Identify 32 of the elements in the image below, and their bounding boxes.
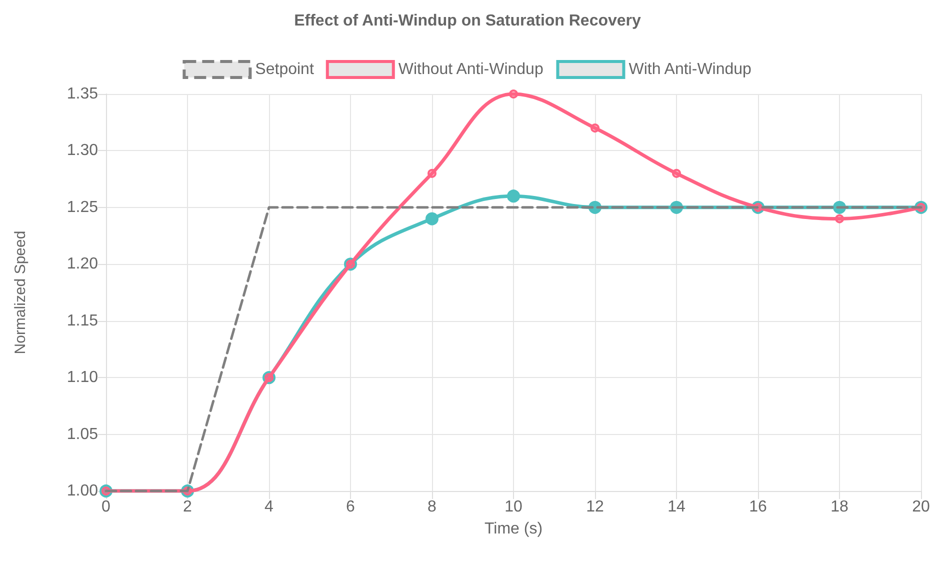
y-tick-label: 1.10: [66, 369, 98, 386]
legend-label: Without Anti-Windup: [398, 61, 544, 78]
x-tick-label: 14: [668, 498, 686, 516]
y-tick-label: 1.30: [66, 142, 98, 160]
x-tick-label: 0: [102, 498, 111, 516]
x-tick-label: 8: [428, 498, 437, 516]
x-axis-title: Time (s): [484, 520, 543, 538]
x-tick-label: 10: [504, 498, 522, 516]
y-tick-label: 1.35: [66, 86, 98, 102]
point: [509, 90, 518, 98]
y-tick-label: 1.25: [66, 198, 98, 216]
point: [590, 124, 600, 133]
point: [507, 190, 520, 203]
y-axis-title: Normalized Speed: [12, 230, 29, 354]
x-tick-label: 4: [264, 498, 274, 516]
y-tick-label: 1.15: [66, 312, 98, 330]
x-tick-label: 12: [586, 498, 604, 516]
y-tick-label: 1.05: [66, 426, 98, 443]
x-tick-label: 6: [346, 498, 356, 516]
x-tick-label: 2: [183, 498, 192, 516]
point: [672, 168, 681, 178]
x-tick-label: 16: [749, 498, 767, 516]
chart-title: Effect of Anti-Windup on Saturation Recovery: [294, 12, 642, 30]
legend-label: With Anti-Windup: [628, 61, 752, 78]
x-tick-label: 20: [912, 498, 930, 516]
point: [426, 212, 438, 226]
y-tick-label: 1.20: [66, 256, 98, 273]
y-tick-label: 1.00: [66, 482, 98, 500]
x-tick-label: 18: [830, 498, 848, 516]
point: [835, 214, 844, 224]
legend-label: Setpoint: [255, 61, 314, 78]
point: [428, 168, 436, 178]
